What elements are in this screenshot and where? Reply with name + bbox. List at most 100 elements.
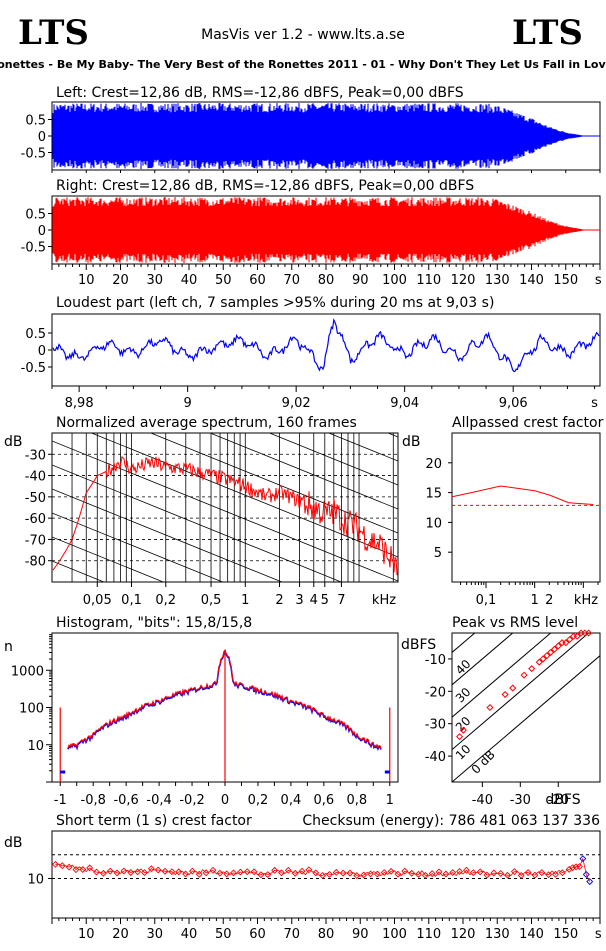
peakrms-ylabel: dBFS: [401, 637, 436, 653]
pvr-diag-label: 40: [453, 657, 474, 678]
stc-point: [216, 869, 224, 877]
stc-xtick-label: 40: [181, 927, 198, 942]
stc-xtick-label: 50: [215, 927, 232, 942]
spec-ytick-label: -40: [25, 470, 46, 485]
hist-xtick-label: 0,6: [314, 793, 335, 808]
spec-xtick-label: 5: [321, 593, 329, 608]
stc-point: [257, 871, 265, 879]
stc-point: [243, 868, 251, 876]
right-ytick-label: 0: [38, 224, 46, 239]
pvr-point: [569, 632, 577, 640]
apc-xtick-label: 2: [545, 593, 553, 608]
right-xtick-label: 120: [451, 273, 476, 288]
pvr-point: [550, 645, 558, 653]
right-xtick-label: 80: [318, 273, 335, 288]
stc-point: [394, 870, 402, 878]
pvr-frame: [451, 632, 601, 783]
pvr-xtick-label: -30: [510, 793, 531, 808]
stc-point: [490, 869, 498, 877]
pvr-point: [547, 648, 555, 656]
spec-xtick-label: 7: [337, 593, 345, 608]
stc-point: [278, 869, 285, 877]
pvr-point: [501, 691, 509, 699]
stc-point: [319, 872, 327, 879]
spectrum-ylabel: dB: [4, 434, 23, 450]
loud-xtick-label: 9: [184, 396, 192, 411]
loud-xtick-label: s: [591, 396, 598, 411]
stc-point: [305, 866, 313, 874]
left-waveform-plot: 0.50 -0.5: [21, 101, 601, 173]
stc-point: [298, 867, 306, 875]
pvr-point: [509, 684, 517, 692]
stc-point: [113, 869, 121, 877]
right-xtick-label: 110: [416, 273, 441, 288]
stc-point: [421, 871, 429, 879]
pvr-diagonal: [452, 633, 552, 718]
spec-ytick-label: -30: [25, 448, 46, 463]
stc-point: [120, 867, 128, 875]
right-xtick-label: 60: [249, 273, 266, 288]
spec-slope-line: [268, 433, 398, 486]
loud-ytick-label: 0: [38, 344, 46, 359]
stc-point: [188, 867, 196, 875]
apc-ytick-label: 15: [425, 487, 442, 502]
stc-point: [552, 870, 559, 878]
pvr-point: [543, 652, 551, 660]
spec-xtick-label: 4: [310, 593, 318, 608]
hist-xtick-label: -0,2: [179, 793, 204, 808]
stc-point: [134, 868, 142, 876]
stc-point: [65, 863, 73, 871]
pvr-point: [554, 642, 562, 650]
stc-point: [579, 855, 587, 863]
hist-xtick-label: -1: [54, 793, 67, 808]
spec-slope-line: [90, 433, 398, 558]
spec-xtick-label: kHz: [372, 593, 396, 608]
spec-slope-line: [52, 488, 283, 582]
spec-xtick-label: 0,05: [83, 593, 112, 608]
spec-xtick-label: 3: [295, 593, 303, 608]
stc-point: [154, 866, 162, 874]
spec-ytick-label: -60: [25, 512, 46, 527]
stc-point: [575, 863, 583, 871]
stc-point: [223, 870, 231, 878]
histogram-ylabel: n: [4, 639, 13, 655]
left-ytick-label: 0: [38, 130, 46, 145]
left-ytick-label: 0.5: [25, 114, 46, 129]
pvr-point: [539, 655, 547, 663]
pvr-point: [581, 629, 589, 637]
apc-xtick-label: 0,1: [476, 593, 497, 608]
pvr-point: [558, 639, 566, 647]
stc-xtick-label: 60: [249, 927, 266, 942]
app-title: MasVis ver 1.2 - www.lts.a.se: [201, 27, 405, 43]
stc-line: [55, 857, 591, 882]
pvr-xtick-label: -40: [472, 793, 493, 808]
pvr-point: [562, 639, 570, 647]
stc-point: [325, 870, 333, 878]
stc-point: [339, 869, 347, 877]
logo-right: LTS: [512, 13, 583, 53]
loud-xtick-label: 9,02: [282, 396, 311, 411]
stc-point: [380, 869, 388, 877]
hist-xtick-label: 1: [386, 793, 394, 808]
apc-curve: [451, 485, 594, 505]
stc-point: [106, 867, 114, 875]
right-xtick-label: 150: [553, 273, 578, 288]
stc-point: [538, 869, 546, 877]
loudest-part-plot: 0.5 0 -0.5 8,98 9 9,02 9,04 9,06 s: [21, 313, 601, 411]
stc-xtick-label: 10: [78, 927, 95, 942]
spec-xtick-label: 0,5: [201, 593, 222, 608]
pvr-ytick-label: -10: [425, 653, 446, 668]
right-xtick-label: 50: [215, 273, 232, 288]
stc-point: [531, 871, 539, 879]
loud-xtick-label: 9,04: [390, 396, 419, 411]
allpassed-crest-title: Allpassed crest factor: [452, 415, 604, 431]
spec-slope-line: [327, 433, 398, 462]
apc-ytick-label: 10: [425, 516, 442, 531]
stc-point: [346, 869, 354, 877]
hist-xtick-label: 0: [221, 793, 229, 808]
right-xtick-label: 20: [112, 273, 129, 288]
apc-xtick-label: kHz: [574, 593, 598, 608]
hist-ytick-label: 1000: [11, 664, 44, 679]
spec-slope-line: [149, 433, 398, 534]
